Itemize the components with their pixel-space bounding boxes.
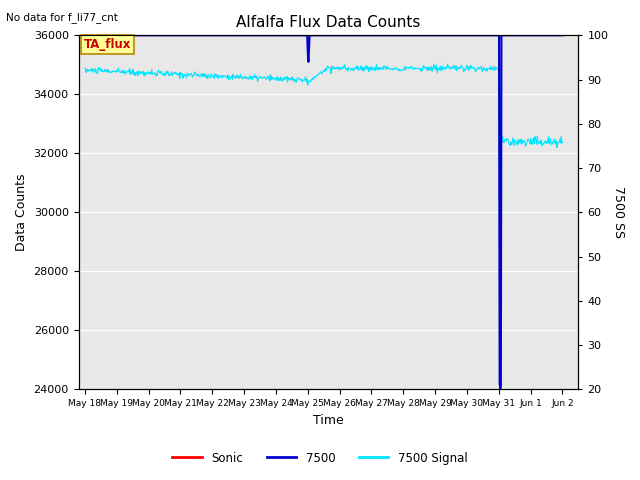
X-axis label: Time: Time	[313, 414, 344, 427]
Y-axis label: Data Counts: Data Counts	[15, 174, 28, 251]
Text: TA_flux: TA_flux	[84, 38, 131, 51]
Text: No data for f_li77_cnt: No data for f_li77_cnt	[6, 12, 118, 23]
Y-axis label: 7500 SS: 7500 SS	[612, 186, 625, 239]
Legend: Sonic, 7500, 7500 Signal: Sonic, 7500, 7500 Signal	[168, 447, 472, 469]
Title: Alfalfa Flux Data Counts: Alfalfa Flux Data Counts	[236, 15, 420, 30]
